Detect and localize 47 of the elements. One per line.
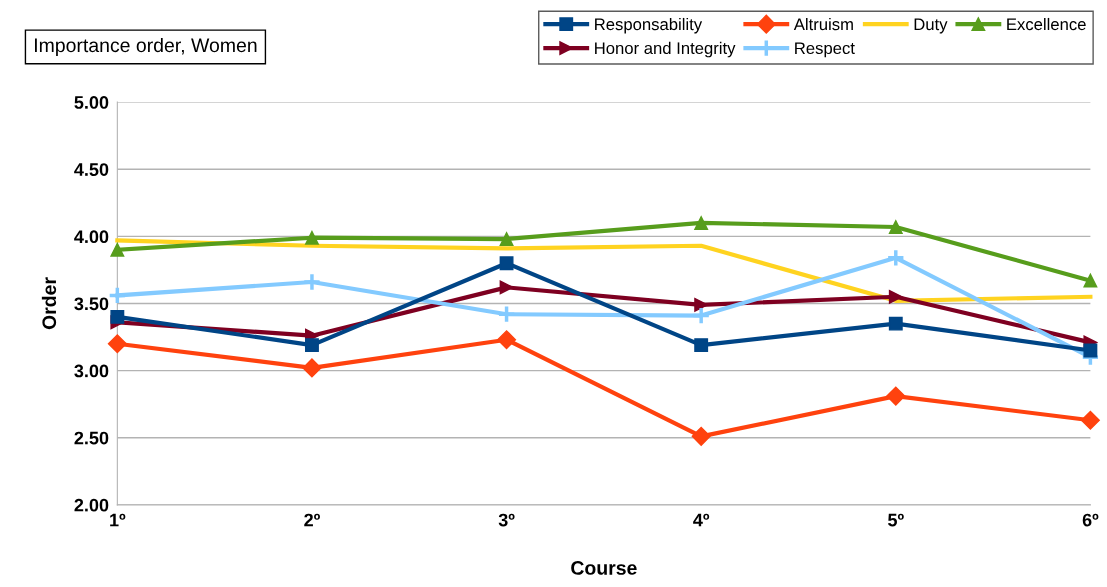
legend-label: Altruism xyxy=(793,17,853,31)
legend-label: Excellence xyxy=(1007,17,1086,31)
point xyxy=(691,426,711,446)
y-tick-label: 4.00 xyxy=(74,230,109,244)
point xyxy=(110,309,125,324)
point xyxy=(499,232,514,246)
point xyxy=(694,338,709,353)
x-tick-label: 1º xyxy=(110,513,126,527)
y-axis-title: Order xyxy=(41,277,57,330)
x-axis-title: Course xyxy=(571,561,637,575)
legend-label: Respect xyxy=(795,42,855,58)
y-tick-label: 3.50 xyxy=(74,297,109,311)
point xyxy=(1083,343,1098,358)
point xyxy=(694,215,709,230)
x-tick-label: 2º xyxy=(304,513,320,527)
chart-title: Importance order, Women xyxy=(35,37,257,57)
point xyxy=(110,242,125,257)
point xyxy=(691,306,711,325)
point xyxy=(302,358,322,378)
point xyxy=(886,248,906,268)
point xyxy=(107,334,127,354)
point xyxy=(1083,273,1098,288)
point xyxy=(305,230,319,245)
legend-label: Honor and Integrity xyxy=(595,41,736,58)
point xyxy=(888,220,903,234)
y-tick-label: 2.50 xyxy=(74,431,109,445)
y-tick-label: 2.00 xyxy=(74,498,109,512)
legend-label: Duty xyxy=(914,18,948,34)
point xyxy=(888,289,903,304)
y-tick-label: 4.50 xyxy=(74,163,109,176)
point xyxy=(305,338,319,353)
y-tick-label: 5.00 xyxy=(74,96,109,109)
x-tick-label: 6º xyxy=(1082,513,1099,527)
point xyxy=(1080,410,1100,430)
legend-label: Responsability xyxy=(595,17,703,34)
y-tick-label: 3.00 xyxy=(74,364,109,378)
x-tick-label: 5º xyxy=(888,513,904,527)
point xyxy=(497,330,517,350)
point xyxy=(888,316,903,331)
point xyxy=(497,304,516,324)
x-tick-label: 3º xyxy=(498,513,515,527)
point xyxy=(107,286,127,305)
point xyxy=(499,280,514,295)
point xyxy=(499,256,514,271)
x-tick-label: 4º xyxy=(693,513,710,527)
point xyxy=(886,386,906,406)
point xyxy=(302,272,322,292)
